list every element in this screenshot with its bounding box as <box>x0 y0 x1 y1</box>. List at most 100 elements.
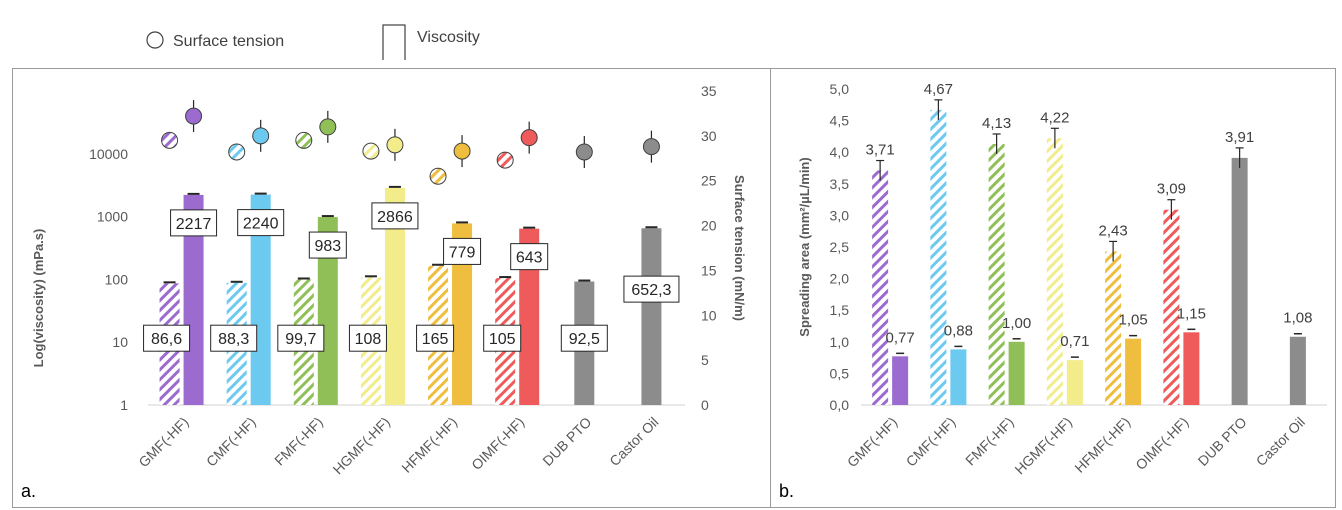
data-label-hatched-cmf-hf: 4,67 <box>924 81 953 98</box>
bar-solid-hgmf-hf <box>384 187 405 405</box>
bar-hatched-hgmf-hf <box>1046 138 1063 405</box>
y-tick-label: 10000 <box>89 146 128 162</box>
y-tick-label: 4,0 <box>830 144 850 160</box>
bar-hatched-oimf-hf <box>1163 209 1180 405</box>
surface-tension-point-solid-cmf-hf <box>252 127 270 145</box>
legend-bar-marker <box>382 24 406 60</box>
surface-tension-marker <box>362 142 380 160</box>
data-label-hatched-fmf-hf: 99,7 <box>285 331 316 348</box>
data-label-hatched-gmf-hf: 86,6 <box>151 331 182 348</box>
x-tick-label: FMF(-HF) <box>271 414 326 469</box>
surface-tension-point-solid-oimf-hf <box>520 129 538 147</box>
bar-solid-gmf-hf <box>892 356 909 405</box>
data-label-solid-hgmf-hf: 2866 <box>377 209 413 226</box>
y-tick-label: 4,5 <box>830 113 850 129</box>
x-tick-label: DUB PTO <box>539 414 594 469</box>
data-label-solid-castor-oil-box <box>623 275 680 303</box>
bar-solid-hfmf-hf <box>452 223 473 405</box>
bar-solid-castor-oil <box>1289 336 1306 405</box>
x-tick-label: FMF(-HF) <box>962 414 1017 469</box>
data-label-solid-cmf-hf: 0,88 <box>944 322 973 339</box>
data-label-hatched-fmf-hf: 4,13 <box>982 115 1011 132</box>
data-label-solid-gmf-hf: 0,77 <box>886 329 915 346</box>
bar-solid-castor-oil <box>641 228 662 405</box>
y-axis-title: Spreading area (mm²/µL/min) <box>797 157 812 336</box>
data-label-solid-hgmf-hf-box <box>371 202 419 230</box>
x-tick-label: CMF(-HF) <box>203 414 259 470</box>
bar-hatched-dub-pto <box>1231 157 1248 405</box>
y-tick-label: 1000 <box>97 209 128 225</box>
surface-tension-point-hatched-gmf-hf <box>161 131 179 149</box>
bar-solid-fmf-hf <box>1008 341 1025 405</box>
y-tick-label: 3,0 <box>830 207 850 223</box>
y2-tick-label: 5 <box>701 352 709 368</box>
bar-hatched-hfmf-hf <box>1105 251 1122 405</box>
panel-label-b: b. <box>779 481 794 501</box>
chart-legend: Surface tension Viscosity <box>146 24 480 60</box>
surface-tension-point-hatched-oimf-hf <box>496 151 514 169</box>
surface-tension-point-hatched-hfmf-hf <box>429 167 447 185</box>
y-tick-label: 1 <box>120 397 128 413</box>
data-label-solid-castor-oil: 1,08 <box>1283 310 1312 327</box>
surface-tension-point-solid-dub-pto <box>575 143 593 161</box>
data-label-hatched-cmf-hf: 88,3 <box>218 331 249 348</box>
x-tick-label: HGMF(-HF) <box>1011 414 1075 478</box>
y2-tick-label: 20 <box>701 218 717 234</box>
bar-solid-oimf-hf <box>1183 332 1200 405</box>
data-label-hatched-gmf-hf-box <box>143 324 191 352</box>
x-tick-label: DUB PTO <box>1195 414 1250 469</box>
surface-tension-point-hatched-cmf-hf <box>228 143 246 161</box>
x-tick-label: GMF(-HF) <box>135 414 191 470</box>
data-label-solid-cmf-hf: 2240 <box>243 216 279 233</box>
y-tick-label: 10 <box>112 334 128 350</box>
legend-viscosity-label: Viscosity <box>417 29 480 46</box>
data-label-solid-gmf-hf-box <box>170 209 218 237</box>
y2-tick-label: 25 <box>701 173 717 189</box>
y-tick-label: 1,0 <box>830 334 850 350</box>
spreading-area-chart: b. Spreading area (mm²/µL/min) 0,0 0,5 1,0 1,… <box>770 68 1336 508</box>
legend-surface-tension-label: Surface tension <box>173 33 284 50</box>
data-label-hatched-cmf-hf-box <box>210 324 258 352</box>
data-label-solid-cmf-hf-box <box>237 209 285 237</box>
data-label-hatched-hfmf-hf: 2,43 <box>1099 222 1128 239</box>
data-label-hatched-gmf-hf: 3,71 <box>866 142 895 159</box>
data-label-solid-fmf-hf: 1,00 <box>1002 315 1031 332</box>
surface-tension-point-solid-fmf-hf <box>319 118 337 136</box>
surface-tension-point-hatched-hgmf-hf <box>362 142 380 160</box>
bar-solid-cmf-hf <box>250 194 271 405</box>
y-tick-label: 1,5 <box>830 302 850 318</box>
y-tick-label: 0,5 <box>830 365 850 381</box>
data-label-hatched-hfmf-hf-box <box>416 324 455 352</box>
bar-hatched-cmf-hf <box>930 109 947 405</box>
bar-hatched-fmf-hf <box>988 143 1005 405</box>
data-label-hatched-dub-pto: 3,91 <box>1225 129 1254 146</box>
x-tick-label: HFMF(-HF) <box>1071 414 1133 476</box>
data-label-solid-hfmf-hf-box <box>443 237 482 265</box>
data-label-solid-oimf-hf: 1,15 <box>1177 305 1206 322</box>
data-label-solid-fmf-hf-box <box>308 231 347 259</box>
x-tick-label: HFMF(-HF) <box>398 414 460 476</box>
surface-tension-marker <box>161 131 179 149</box>
y2-tick-label: 30 <box>701 128 717 144</box>
surface-tension-marker <box>496 151 514 169</box>
data-label-hatched-fmf-hf-box <box>277 324 325 352</box>
y2-tick-label: 10 <box>701 307 717 323</box>
surface-tension-marker <box>295 131 313 149</box>
bar-solid-fmf-hf <box>317 217 338 405</box>
data-label-solid-hfmf-hf: 1,05 <box>1119 312 1148 329</box>
data-label-hatched-hfmf-hf: 165 <box>422 331 449 348</box>
x-tick-label: OIMF(-HF) <box>1132 414 1191 473</box>
data-label-hatched-oimf-hf-box <box>483 324 522 352</box>
x-tick-label: HGMF(-HF) <box>330 414 394 478</box>
data-label-solid-castor-oil: 652,3 <box>631 282 671 299</box>
y-tick-label: 5,0 <box>830 81 850 97</box>
legend-circle-marker <box>146 31 164 49</box>
y-axis-title: Log(viscosity) (mPa.s) <box>31 229 46 368</box>
data-label-solid-oimf-hf: 643 <box>516 250 543 267</box>
x-tick-label: OIMF(-HF) <box>468 414 527 473</box>
y-tick-label: 100 <box>105 271 129 287</box>
data-label-hatched-hgmf-hf: 108 <box>355 331 382 348</box>
surface-tension-marker <box>228 143 246 161</box>
data-label-hatched-oimf-hf: 3,09 <box>1157 181 1186 198</box>
y2-axis-title: Surface tension (mN/m) <box>732 175 747 321</box>
